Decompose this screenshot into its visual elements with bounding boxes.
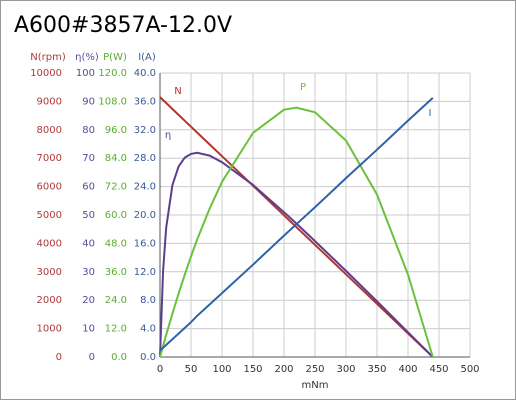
- y-tick-label: 24.0: [105, 295, 127, 306]
- y-tick-label: 1000: [37, 324, 62, 335]
- y-tick-label: 4000: [37, 238, 62, 249]
- y-tick-label: 72.0: [105, 182, 127, 193]
- x-tick-label: 250: [305, 364, 324, 375]
- y-axis-label: I(A): [138, 52, 156, 63]
- y-tick-label: 2000: [37, 295, 62, 306]
- x-tick-label: 100: [212, 364, 231, 375]
- x-axis-label: mNm: [302, 380, 329, 391]
- series-line: [159, 96, 434, 358]
- y-tick-label: 28.0: [134, 153, 156, 164]
- y-tick-label: 16.0: [134, 238, 156, 249]
- y-tick-label: 3000: [37, 267, 62, 278]
- y-tick-label: 0.0: [111, 352, 127, 363]
- series-label: N: [174, 86, 181, 97]
- y-axis-label: η(%): [75, 52, 99, 63]
- x-tick-label: 450: [429, 364, 448, 375]
- y-axis-label: P(W): [103, 52, 127, 63]
- y-tick-label: 120.0: [98, 68, 127, 79]
- y-axis-label: N(rpm): [30, 52, 66, 63]
- y-tick-label: 0: [89, 352, 95, 363]
- x-tick-label: 150: [243, 364, 262, 375]
- y-tick-label: 9000: [37, 96, 62, 107]
- x-tick-label: 50: [185, 364, 198, 375]
- y-tick-label: 60.0: [105, 210, 127, 221]
- y-tick-label: 20.0: [134, 210, 156, 221]
- y-tick-label: 100: [76, 68, 95, 79]
- series-line: [159, 97, 434, 352]
- x-tick-label: 200: [274, 364, 293, 375]
- x-tick-label: 350: [367, 364, 386, 375]
- y-tick-label: 84.0: [105, 153, 127, 164]
- y-tick-label: 24.0: [134, 182, 156, 193]
- x-tick-label: 400: [398, 364, 417, 375]
- y-tick-label: 8000: [37, 125, 62, 136]
- y-tick-label: 60: [82, 182, 95, 193]
- y-tick-label: 0: [56, 352, 62, 363]
- x-tick-label: 0: [157, 364, 163, 375]
- y-tick-label: 0.0: [140, 352, 156, 363]
- y-tick-label: 12.0: [134, 267, 156, 278]
- y-tick-label: 70: [82, 153, 95, 164]
- y-tick-label: 30: [82, 267, 95, 278]
- y-tick-label: 36.0: [105, 267, 127, 278]
- series-line: [159, 106, 434, 358]
- y-tick-label: 7000: [37, 153, 62, 164]
- series-label: I: [429, 108, 432, 119]
- y-tick-label: 96.0: [105, 125, 127, 136]
- y-tick-label: 10: [82, 324, 95, 335]
- y-tick-label: 10000: [30, 68, 62, 79]
- series-line: [159, 151, 434, 358]
- y-tick-label: 50: [82, 210, 95, 221]
- y-tick-label: 48.0: [105, 238, 127, 249]
- y-tick-label: 12.0: [105, 324, 127, 335]
- y-tick-label: 5000: [37, 210, 62, 221]
- x-tick-label: 300: [336, 364, 355, 375]
- y-tick-label: 108.0: [98, 96, 127, 107]
- y-tick-label: 32.0: [134, 125, 156, 136]
- y-tick-label: 90: [82, 96, 95, 107]
- y-tick-label: 4.0: [140, 324, 156, 335]
- series-label: η: [165, 130, 171, 141]
- y-tick-label: 40: [82, 238, 95, 249]
- chart-title: A600#3857A-12.0V: [14, 13, 232, 38]
- y-tick-label: 40.0: [134, 68, 156, 79]
- y-tick-label: 36.0: [134, 96, 156, 107]
- x-tick-label: 500: [460, 364, 479, 375]
- y-tick-label: 8.0: [140, 295, 156, 306]
- series-label: P: [300, 82, 306, 93]
- y-tick-label: 20: [82, 295, 95, 306]
- y-tick-label: 6000: [37, 182, 62, 193]
- y-tick-label: 80: [82, 125, 95, 136]
